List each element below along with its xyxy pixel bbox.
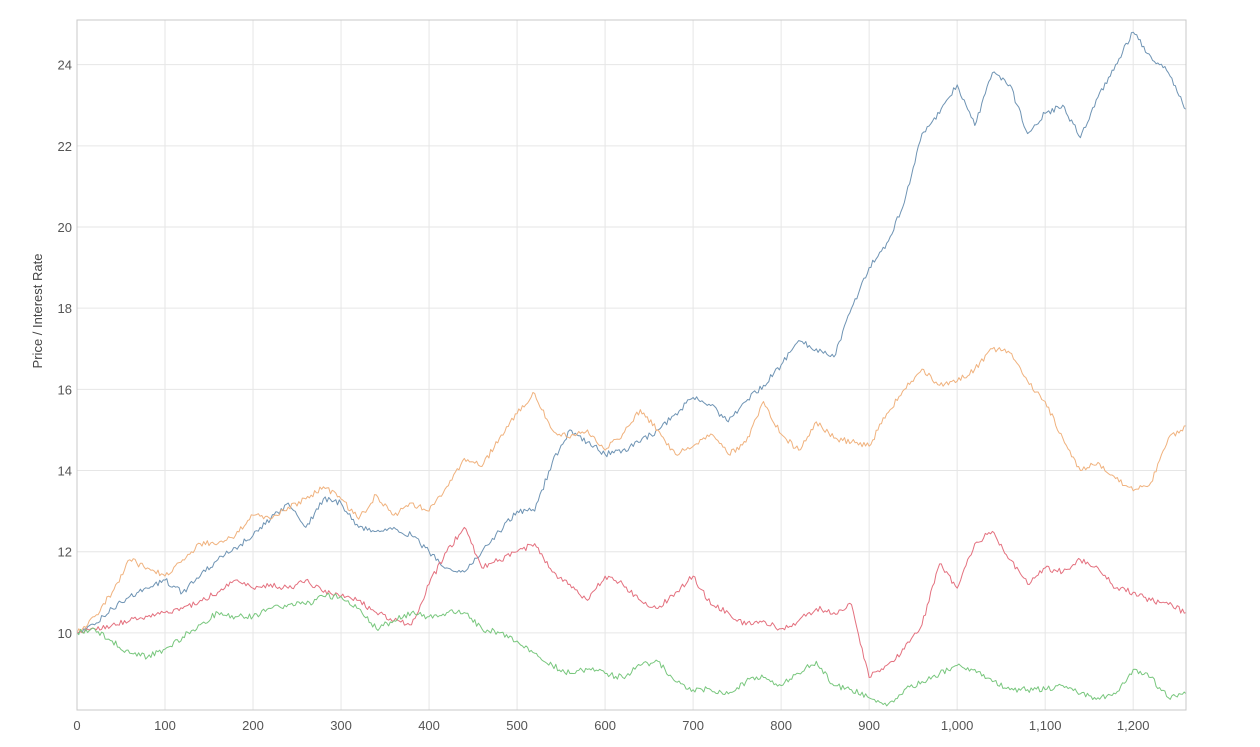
x-tick-label: 0 <box>73 718 80 733</box>
x-tick-label: 300 <box>330 718 352 733</box>
x-tick-label: 1,000 <box>941 718 974 733</box>
series-line-3 <box>76 526 1187 678</box>
series-lines <box>76 31 1187 707</box>
series-line-2 <box>76 346 1187 634</box>
y-tick-label: 12 <box>58 545 72 560</box>
tick-labels: 0 100 200 300 400 500 600 700 800 900 1,000 1,100 1,… <box>58 58 1150 733</box>
y-tick-label: 22 <box>58 139 72 154</box>
series-line-1 <box>76 31 1187 634</box>
y-tick-label: 10 <box>58 626 72 641</box>
x-tick-label: 1,200 <box>1117 718 1150 733</box>
x-tick-label: 800 <box>770 718 792 733</box>
x-tick-label: 900 <box>858 718 880 733</box>
plot-area-frame <box>76 19 1187 711</box>
x-tick-label: 700 <box>682 718 704 733</box>
x-tick-label: 100 <box>154 718 176 733</box>
series-line-4 <box>76 592 1187 707</box>
x-tick-label: 1,100 <box>1029 718 1062 733</box>
y-axis-title: Price / Interest Rate <box>30 254 45 369</box>
y-tick-label: 20 <box>58 220 72 235</box>
y-tick-label: 16 <box>58 382 72 397</box>
x-tick-label: 600 <box>594 718 616 733</box>
y-tick-label: 24 <box>58 58 72 73</box>
y-tick-label: 14 <box>58 464 72 479</box>
x-tick-label: 400 <box>418 718 440 733</box>
x-tick-label: 500 <box>506 718 528 733</box>
grid-lines <box>76 20 1186 710</box>
x-tick-label: 200 <box>242 718 264 733</box>
y-tick-label: 18 <box>58 301 72 316</box>
